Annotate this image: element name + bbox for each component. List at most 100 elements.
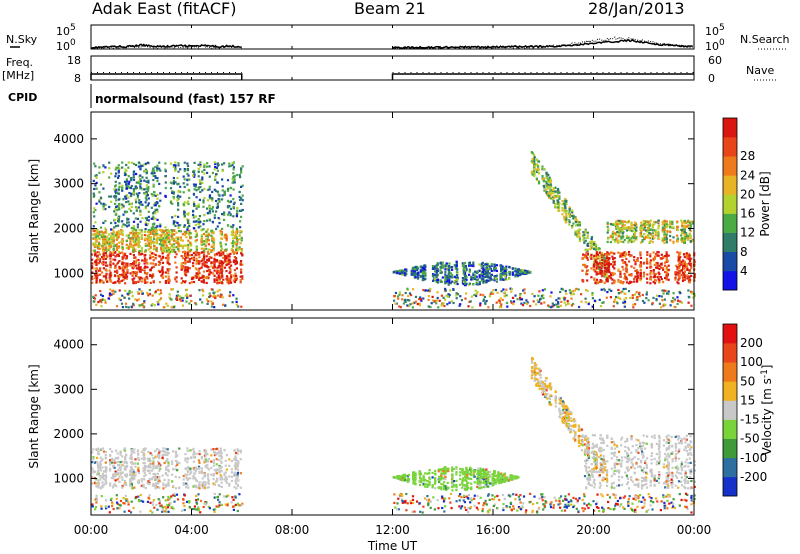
power-cell — [421, 269, 424, 272]
power-cell — [94, 294, 97, 297]
power-cell — [600, 264, 604, 267]
power-cell — [235, 279, 238, 282]
power-cell — [541, 168, 544, 171]
power-cell — [199, 161, 202, 164]
power-cell — [162, 246, 165, 249]
power-cell — [183, 161, 186, 164]
power-cell — [233, 178, 236, 181]
power-cell — [239, 231, 242, 234]
power-cell — [233, 201, 236, 204]
power-cell — [489, 274, 492, 278]
power-cell — [95, 267, 98, 270]
power-cell — [156, 193, 159, 196]
power-cell — [119, 298, 122, 302]
power-cell — [101, 233, 104, 236]
power-cell — [229, 186, 233, 189]
power-cell — [603, 262, 606, 265]
power-cell — [216, 162, 219, 165]
power-cell — [151, 170, 154, 173]
power-cell — [232, 188, 235, 191]
power-cell — [239, 281, 242, 284]
power-cell — [541, 177, 544, 180]
power-cell — [125, 210, 128, 213]
power-cell — [165, 229, 168, 232]
power-cell — [434, 265, 437, 268]
power-cell — [563, 301, 566, 304]
power-cell — [683, 267, 686, 270]
power-cell — [690, 265, 693, 268]
power-cell — [138, 251, 141, 254]
power-cell — [614, 223, 617, 226]
power-cell — [100, 230, 103, 233]
power-cell — [416, 268, 419, 272]
power-cell — [572, 293, 576, 296]
power-cell — [193, 173, 196, 176]
power-cell — [465, 276, 468, 279]
power-cell — [676, 266, 679, 269]
power-cell — [649, 278, 652, 281]
power-cell — [232, 259, 235, 262]
power-cell — [145, 176, 148, 179]
power-cell — [574, 233, 578, 236]
power-cell — [653, 263, 656, 266]
power-cell — [649, 260, 652, 263]
power-cell — [232, 202, 235, 205]
power-cell — [93, 297, 97, 300]
power-cell — [101, 262, 104, 265]
power-cell — [595, 243, 598, 246]
power-cell — [475, 294, 478, 298]
power-cell — [127, 218, 130, 221]
power-cell — [561, 203, 564, 206]
power-cell — [116, 192, 119, 195]
power-cell — [559, 304, 562, 307]
power-cell — [195, 246, 198, 249]
power-cell — [169, 181, 173, 184]
power-cell — [219, 241, 222, 244]
power-cell — [166, 246, 170, 249]
power-cell — [232, 274, 235, 277]
power-cell — [152, 259, 155, 262]
power-cell — [214, 165, 217, 169]
power-cell — [565, 202, 568, 205]
power-cell — [612, 260, 615, 264]
power-cell — [156, 218, 159, 221]
power-cell — [235, 173, 238, 177]
power-cell — [196, 261, 199, 264]
power-cell — [619, 252, 622, 255]
power-cell — [228, 258, 231, 261]
power-cell — [615, 237, 618, 240]
power-cell — [145, 188, 148, 191]
power-cell — [186, 162, 189, 165]
power-cell — [448, 271, 451, 274]
power-cell — [173, 249, 176, 252]
power-cell — [177, 236, 180, 239]
power-cell — [132, 271, 135, 274]
power-cell — [215, 279, 219, 282]
power-cell — [213, 291, 216, 294]
power-cell — [131, 236, 134, 239]
power-cell — [138, 240, 141, 243]
power-cell — [665, 220, 668, 223]
power-cell — [118, 215, 121, 218]
power-cell — [98, 230, 101, 233]
power-cell — [676, 225, 679, 229]
power-cell — [625, 229, 629, 232]
power-cell — [194, 266, 197, 270]
power-cell — [678, 270, 681, 273]
power-cell — [104, 252, 107, 255]
power-cell — [186, 254, 189, 257]
power-cell — [624, 255, 627, 258]
power-cell — [662, 303, 665, 306]
power-cell — [171, 288, 175, 291]
power-cell — [620, 237, 623, 240]
power-cell — [674, 278, 677, 281]
power-cell — [129, 194, 133, 197]
power-cell — [608, 271, 611, 274]
power-cell — [163, 306, 166, 309]
power-cell — [184, 258, 187, 261]
power-cell — [215, 253, 218, 256]
power-cell — [172, 176, 175, 180]
power-cell — [192, 276, 195, 279]
power-cell — [230, 231, 233, 234]
power-cell — [202, 253, 206, 256]
